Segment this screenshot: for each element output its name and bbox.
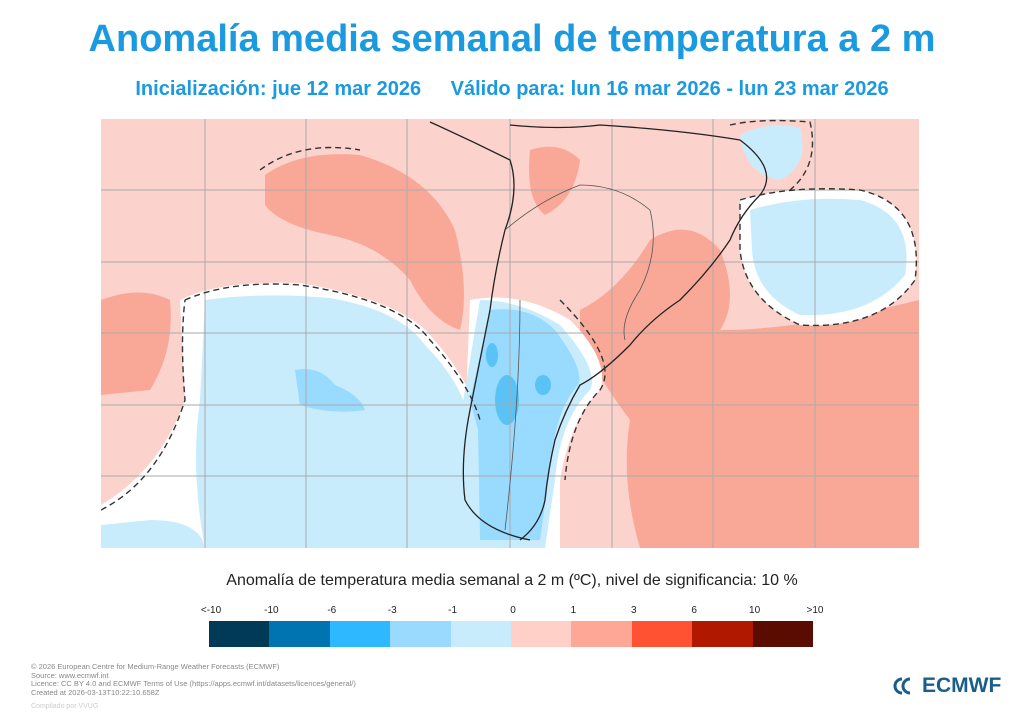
warm-anomaly-area [101, 292, 171, 395]
strong-cold-area [486, 343, 498, 367]
colorbar-segment [209, 621, 270, 647]
valid-period: Válido para: lun 16 mar 2026 - lun 23 ma… [450, 78, 889, 100]
colorbar-segment [390, 621, 451, 647]
colorbar-segment [329, 621, 391, 647]
colorbar-segment [450, 621, 512, 647]
borders [504, 184, 654, 531]
warm-anomaly-area [265, 154, 464, 330]
warm-anomaly-area [529, 146, 580, 215]
colorbar-title: Anomalía de temperatura media semanal a … [226, 572, 798, 589]
colorbar-segment [752, 621, 814, 647]
colorbar-segment [692, 621, 753, 647]
colorbar-tick-label: 10 [749, 605, 761, 616]
footer-credits: © 2026 European Centre for Medium-Range … [31, 662, 356, 697]
anomaly-map [101, 119, 919, 548]
colorbar-tick-label: <-10 [200, 605, 222, 616]
colorbar-tick-label: 1 [570, 605, 577, 616]
compiled-by: Compilado por VVUG [31, 703, 99, 710]
cold-anomaly-area [101, 295, 470, 548]
colorbar-tick-label: -10 [264, 605, 279, 616]
logo-text: ECMWF [922, 674, 1002, 697]
colorbar-tick-label: 0 [510, 605, 516, 616]
significance-contour [101, 119, 917, 511]
cold-anomaly-area [295, 369, 365, 412]
chart-title: Anomalía media semanal de temperatura a … [88, 18, 936, 60]
footer-line: © 2026 European Centre for Medium-Range … [31, 662, 280, 671]
colorbar-tick-label: >10 [806, 605, 824, 616]
footer-line: Licence: CC BY 4.0 and ECMWF Terms of Us… [31, 679, 356, 689]
subtitle: Inicialización: jue 12 mar 2026 Válido p… [0, 78, 1024, 101]
footer-line: Source: www.ecmwf.int [31, 670, 109, 680]
warm-anomaly-area [580, 229, 919, 548]
colorbar-segment [631, 621, 693, 647]
colorbar-tick-label: -3 [387, 605, 397, 616]
colorbar-segment [511, 621, 572, 647]
colorbar-segment [571, 621, 632, 647]
initialization-date: Inicialización: jue 12 mar 2026 [135, 78, 422, 100]
colorbar-segment [269, 621, 330, 647]
graticule [101, 119, 919, 548]
colorbar-tick-label: -6 [327, 605, 337, 616]
footer-line: Created at 2026-03-13T10:22:10.658Z [31, 687, 160, 697]
cold-anomaly-area [470, 309, 580, 540]
cold-anomaly-area [740, 125, 803, 180]
ecmwf-logo-icon [893, 677, 911, 695]
colorbar-tick-label: 3 [631, 605, 637, 616]
colorbar-tick-label: -1 [448, 605, 458, 616]
colorbar [209, 621, 814, 647]
cold-anomaly-area [750, 198, 907, 316]
ecmwf-logo: ECMWF [893, 674, 1001, 698]
strong-cold-area [535, 375, 551, 395]
strong-cold-area [495, 375, 519, 425]
coastline [429, 121, 768, 541]
colorbar-tick-label: 6 [691, 605, 697, 616]
